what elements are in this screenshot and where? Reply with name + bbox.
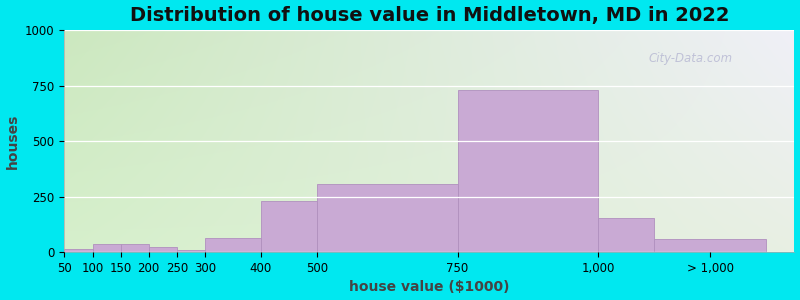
Bar [149, 247, 177, 252]
Title: Distribution of house value in Middletown, MD in 2022: Distribution of house value in Middletow… [130, 6, 730, 25]
Text: City-Data.com: City-Data.com [649, 52, 733, 65]
Bar [458, 90, 598, 252]
Bar [177, 250, 205, 252]
Bar [654, 239, 766, 252]
Bar [205, 238, 261, 252]
Y-axis label: houses: houses [6, 113, 19, 169]
Bar [261, 201, 317, 252]
Bar [93, 244, 121, 252]
X-axis label: house value ($1000): house value ($1000) [350, 280, 510, 294]
Bar [65, 249, 93, 252]
Bar [317, 184, 458, 252]
Bar [121, 244, 149, 252]
Bar [598, 218, 654, 252]
